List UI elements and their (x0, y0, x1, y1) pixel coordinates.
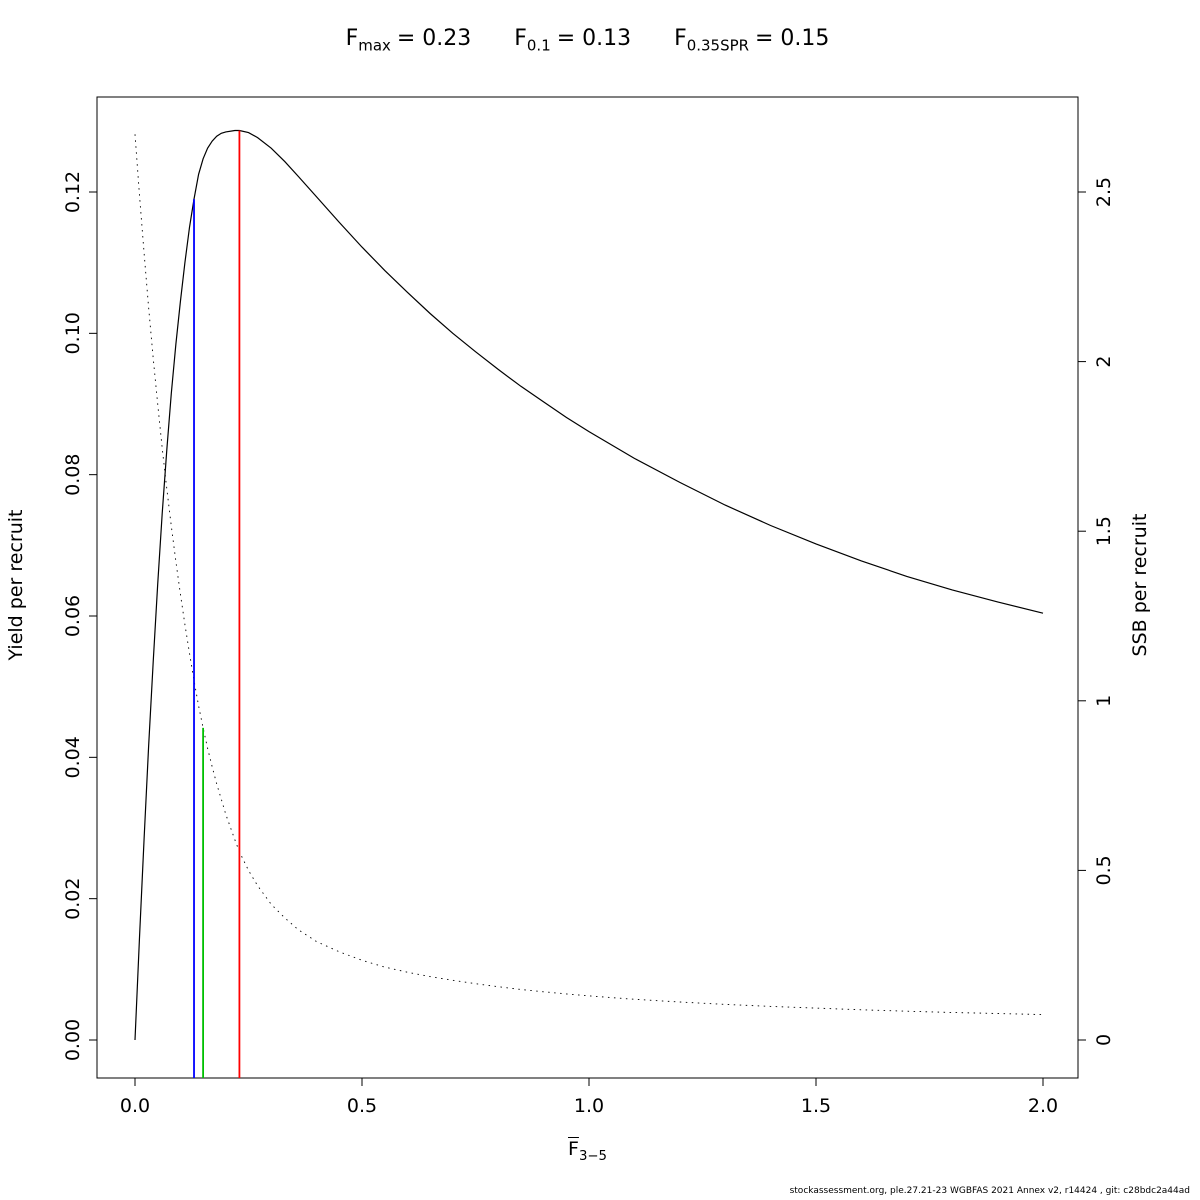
svg-text:2.0: 2.0 (1028, 1095, 1058, 1117)
x-axis-label-fbar: F (568, 1138, 579, 1160)
title-f035spr-base: F (674, 26, 687, 51)
svg-text:1.0: 1.0 (574, 1095, 604, 1117)
title-fmax-sub: max (358, 36, 391, 55)
svg-text:2.5: 2.5 (1093, 177, 1115, 207)
svg-text:1.5: 1.5 (801, 1095, 831, 1117)
y-axis-label-left: Yield per recruit (5, 509, 27, 661)
x-axis-label: F3−5 (97, 1138, 1078, 1164)
title-fmax: Fmax = 0.23 (345, 26, 472, 55)
title-f01-base: F (514, 26, 527, 51)
title-fmax-base: F (345, 26, 359, 51)
title-f01-value: = 0.13 (556, 26, 632, 51)
title-f01: F0.1 = 0.13 (514, 26, 632, 55)
footer-credit: stockassessment.org, ple.27.21-23 WGBFAS… (789, 1186, 1190, 1196)
title-f01-sub: 0.1 (526, 36, 551, 55)
svg-text:0.06: 0.06 (62, 595, 84, 637)
title-f035spr-value: = 0.15 (754, 26, 830, 51)
title-f035spr: F0.35SPR = 0.15 (674, 26, 830, 55)
svg-text:0.02: 0.02 (62, 878, 84, 920)
title-f035spr-sub: 0.35SPR (686, 36, 749, 55)
svg-text:0.5: 0.5 (347, 1095, 377, 1117)
svg-text:1: 1 (1093, 695, 1115, 707)
svg-text:0.12: 0.12 (62, 171, 84, 213)
svg-text:0.0: 0.0 (120, 1095, 150, 1117)
svg-text:0.08: 0.08 (62, 454, 84, 496)
svg-text:0.5: 0.5 (1093, 855, 1115, 885)
svg-text:0.10: 0.10 (62, 312, 84, 354)
svg-text:0.04: 0.04 (62, 736, 84, 778)
curve-ssb_per_recruit (134, 134, 1044, 1016)
svg-text:2: 2 (1093, 356, 1115, 368)
chart-title: Fmax = 0.23 F0.1 = 0.13 F0.35SPR = 0.15 (97, 26, 1078, 54)
svg-text:1.5: 1.5 (1093, 516, 1115, 546)
title-fmax-value: = 0.23 (396, 26, 472, 51)
y-axis-label-right: SSB per recruit (1129, 513, 1151, 657)
svg-text:0: 0 (1093, 1034, 1115, 1046)
svg-text:0.00: 0.00 (62, 1019, 84, 1061)
curve-yield_per_recruit (134, 129, 1044, 1041)
x-axis-label-sub: 3−5 (578, 1148, 607, 1164)
